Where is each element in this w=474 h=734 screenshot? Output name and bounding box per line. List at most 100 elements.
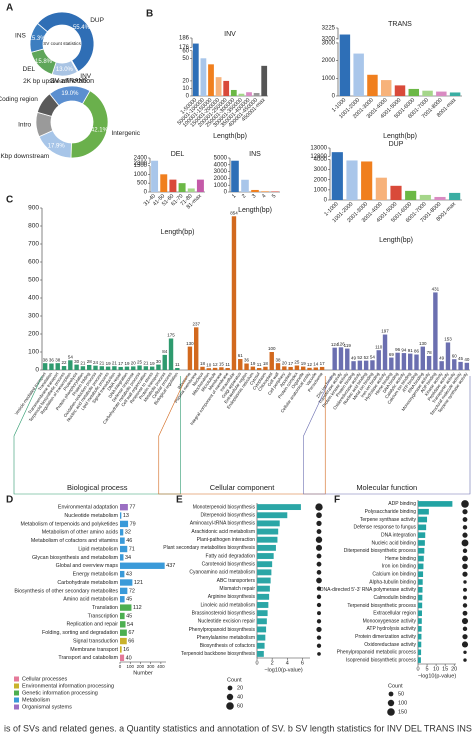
count-dot <box>316 512 322 519</box>
y-tick-label: 176 <box>179 45 190 51</box>
bar-value-label: 45 <box>126 613 132 619</box>
slice <box>29 22 49 53</box>
bar-value-label: 18 <box>263 361 269 366</box>
bar <box>408 88 420 96</box>
bar-value-label: 45 <box>126 597 132 603</box>
slice-label: 19.0% <box>61 91 79 97</box>
category-label: Coding region <box>0 96 38 103</box>
bar-value-label: 34 <box>125 555 131 561</box>
bar-value-label: 21 <box>143 360 149 365</box>
category-label: INS <box>15 33 27 40</box>
y-tick-label: Energy metabolism <box>73 572 119 578</box>
bar <box>244 363 249 370</box>
bar <box>74 364 79 370</box>
count-dot <box>316 626 322 633</box>
bar-value-label: 11 <box>175 362 180 367</box>
chart-title: SV count statistics <box>43 41 81 46</box>
bar <box>361 161 373 200</box>
bar <box>418 571 424 578</box>
bar <box>464 362 470 370</box>
count-dot <box>461 500 469 508</box>
bar <box>257 618 267 625</box>
bar <box>257 512 288 519</box>
y-tick-label: 12800 <box>310 154 327 160</box>
bar <box>120 604 132 611</box>
y-tick-label: Metabolism of other amino acids <box>42 530 119 536</box>
bar <box>120 512 122 519</box>
y-tick-label: 400 <box>28 295 39 302</box>
bar-value-label: 21 <box>99 360 105 365</box>
bar <box>257 585 270 592</box>
y-tick-label: 900 <box>28 205 39 212</box>
bar <box>246 92 252 96</box>
y-tick-label: 2000 <box>214 176 228 182</box>
bar-value-label: 49 <box>439 355 445 360</box>
bar <box>434 196 446 200</box>
y-tick-label: Environmental adaptation <box>58 505 118 511</box>
bar-value-label: 130 <box>419 341 427 346</box>
x-tick-label: 0 <box>416 666 419 672</box>
x-tick-label: 2 <box>241 193 247 199</box>
bar <box>99 366 104 370</box>
bar <box>357 360 363 370</box>
y-tick-label: 0 <box>324 198 328 204</box>
y-tick-label: 500 <box>28 277 39 284</box>
group-label: Cellular component <box>210 483 276 492</box>
y-tick-label: Plant-pathogen interaction <box>197 537 256 543</box>
count-dot <box>317 611 321 616</box>
bar <box>418 547 425 554</box>
axis-break <box>327 156 333 160</box>
bar-value-label: 54 <box>370 354 376 359</box>
x-axis-label: Length(bp) <box>238 207 272 214</box>
bar <box>418 579 423 585</box>
count-dot <box>462 548 468 553</box>
bar <box>55 363 60 370</box>
count-dot <box>462 626 468 632</box>
bar <box>282 366 287 370</box>
bar <box>419 194 431 200</box>
y-tick-label: Nucleic acid binding <box>372 540 417 546</box>
bar-value-label: 854 <box>230 210 238 215</box>
bar-value-label: 124 <box>331 342 339 347</box>
bar-value-label: 30 <box>74 359 80 364</box>
bar <box>418 586 423 593</box>
legend-swatch <box>14 697 19 703</box>
bar <box>120 545 128 553</box>
y-tick-label: Terpenoid backbone biosynthesis <box>181 651 255 657</box>
bar <box>418 641 422 648</box>
y-tick-label: Carotenoid biosynthesis <box>202 562 256 568</box>
count-dot <box>462 610 468 616</box>
bar <box>200 366 205 370</box>
bar <box>418 618 422 624</box>
y-tick-label: Phenylpropanoid metabolic process <box>337 650 417 656</box>
size-legend-label: 50 <box>398 691 404 697</box>
bar <box>257 593 270 600</box>
x-axis-label: Length(bp) <box>383 133 417 140</box>
y-tick-label: ADP binding <box>388 501 416 507</box>
bar-value-label: 18 <box>200 361 206 366</box>
bar <box>120 537 125 544</box>
y-tick-label: 0 <box>35 367 39 374</box>
category-label: INV <box>80 73 92 80</box>
y-tick-label: Nucleotide excision repair <box>198 619 256 625</box>
bar <box>257 504 301 511</box>
y-tick-label: Aminoacyl-tRNA biosynthesis <box>190 521 256 527</box>
count-dot <box>316 561 322 567</box>
x-axis-label: Length(bp) <box>161 229 195 236</box>
bar <box>257 634 266 641</box>
x-axis-label: −log10(p-value) <box>418 673 457 679</box>
bar <box>192 43 199 96</box>
y-tick-label: DNA integration <box>381 532 416 538</box>
count-dot <box>316 635 322 640</box>
y-tick-label: Linoleic acid metabolism <box>201 602 255 608</box>
bar <box>256 368 262 370</box>
y-tick-label: 4000 <box>214 162 228 168</box>
y-tick-label: 3000 <box>322 41 336 47</box>
bar-value-label: 100 <box>268 346 276 351</box>
bar <box>120 587 128 595</box>
y-tick-label: Phenylalanine metabolism <box>197 635 255 641</box>
y-tick-label: 2000 <box>322 58 336 64</box>
bar <box>422 90 433 96</box>
bar <box>120 520 129 528</box>
y-tick-label: Mismatch repair <box>219 586 255 592</box>
